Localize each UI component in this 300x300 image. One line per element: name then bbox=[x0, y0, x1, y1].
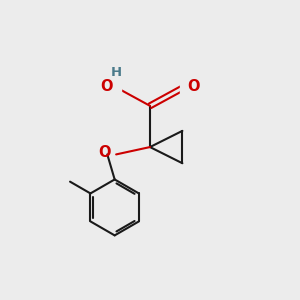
Text: O: O bbox=[188, 79, 200, 94]
Text: O: O bbox=[98, 146, 111, 160]
Text: O: O bbox=[101, 79, 113, 94]
Text: H: H bbox=[111, 66, 122, 80]
